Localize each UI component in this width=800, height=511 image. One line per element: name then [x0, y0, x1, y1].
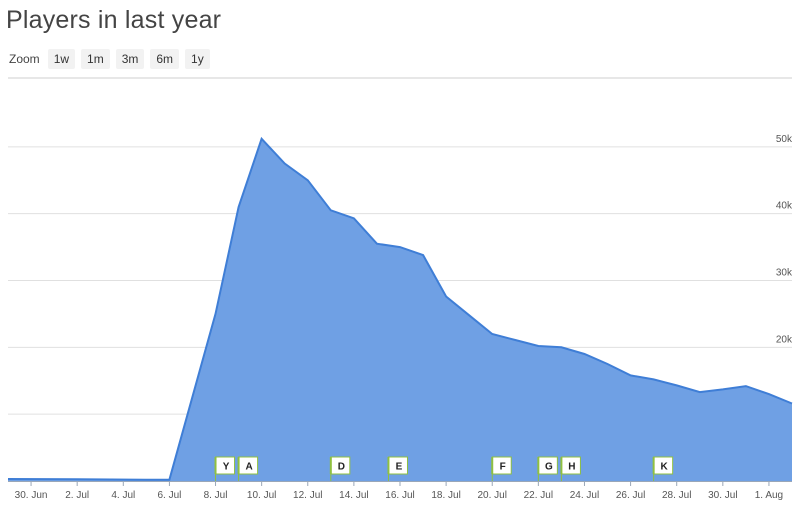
- zoom-label: Zoom: [9, 52, 40, 66]
- flag-label: D: [338, 462, 345, 473]
- x-tick-label: 10. Jul: [247, 490, 276, 501]
- flag-label: K: [661, 462, 669, 473]
- x-tick-label: 28. Jul: [662, 490, 691, 501]
- zoom-3m-button[interactable]: 3m: [115, 49, 145, 69]
- chart-title: Players in last year: [6, 6, 222, 34]
- flag-label: F: [500, 462, 506, 473]
- x-tick-label: 16. Jul: [385, 490, 414, 501]
- flag-label: G: [545, 462, 553, 473]
- zoom-1y-button[interactable]: 1y: [185, 49, 210, 69]
- x-tick-label: 26. Jul: [616, 490, 645, 501]
- flag-label: E: [396, 462, 403, 473]
- zoom-1w-button[interactable]: 1w: [47, 49, 76, 69]
- x-tick-label: 14. Jul: [339, 490, 368, 501]
- x-tick-label: 6. Jul: [157, 490, 181, 501]
- x-tick-label: 30. Jun: [15, 490, 48, 501]
- x-tick-label: 8. Jul: [204, 490, 228, 501]
- zoom-6m-button[interactable]: 6m: [150, 49, 180, 69]
- x-tick-label: 24. Jul: [570, 490, 599, 501]
- x-tick-label: 18. Jul: [431, 490, 460, 501]
- x-tick-label: 2. Jul: [65, 490, 89, 501]
- series-line: [7, 136, 793, 481]
- x-tick-label: 30. Jul: [708, 490, 737, 501]
- y-tick-label: 40k: [776, 201, 793, 212]
- y-tick-label: 20k: [776, 334, 793, 345]
- flag-label: A: [245, 462, 252, 473]
- series-area: [8, 138, 792, 482]
- y-tick-label: 30k: [776, 268, 793, 279]
- flag-label: Y: [223, 462, 230, 473]
- x-tick-label: 22. Jul: [524, 490, 553, 501]
- flag-label: H: [568, 462, 575, 473]
- y-tick-label: 50k: [776, 134, 793, 145]
- zoom-bar: Zoom 1w 1m 3m 6m 1y: [9, 49, 210, 69]
- x-tick-label: 20. Jul: [478, 490, 507, 501]
- zoom-1m-button[interactable]: 1m: [81, 49, 110, 69]
- x-tick-label: 4. Jul: [111, 490, 135, 501]
- x-tick-label: 12. Jul: [293, 490, 322, 501]
- x-tick-label: 1. Aug: [755, 490, 783, 501]
